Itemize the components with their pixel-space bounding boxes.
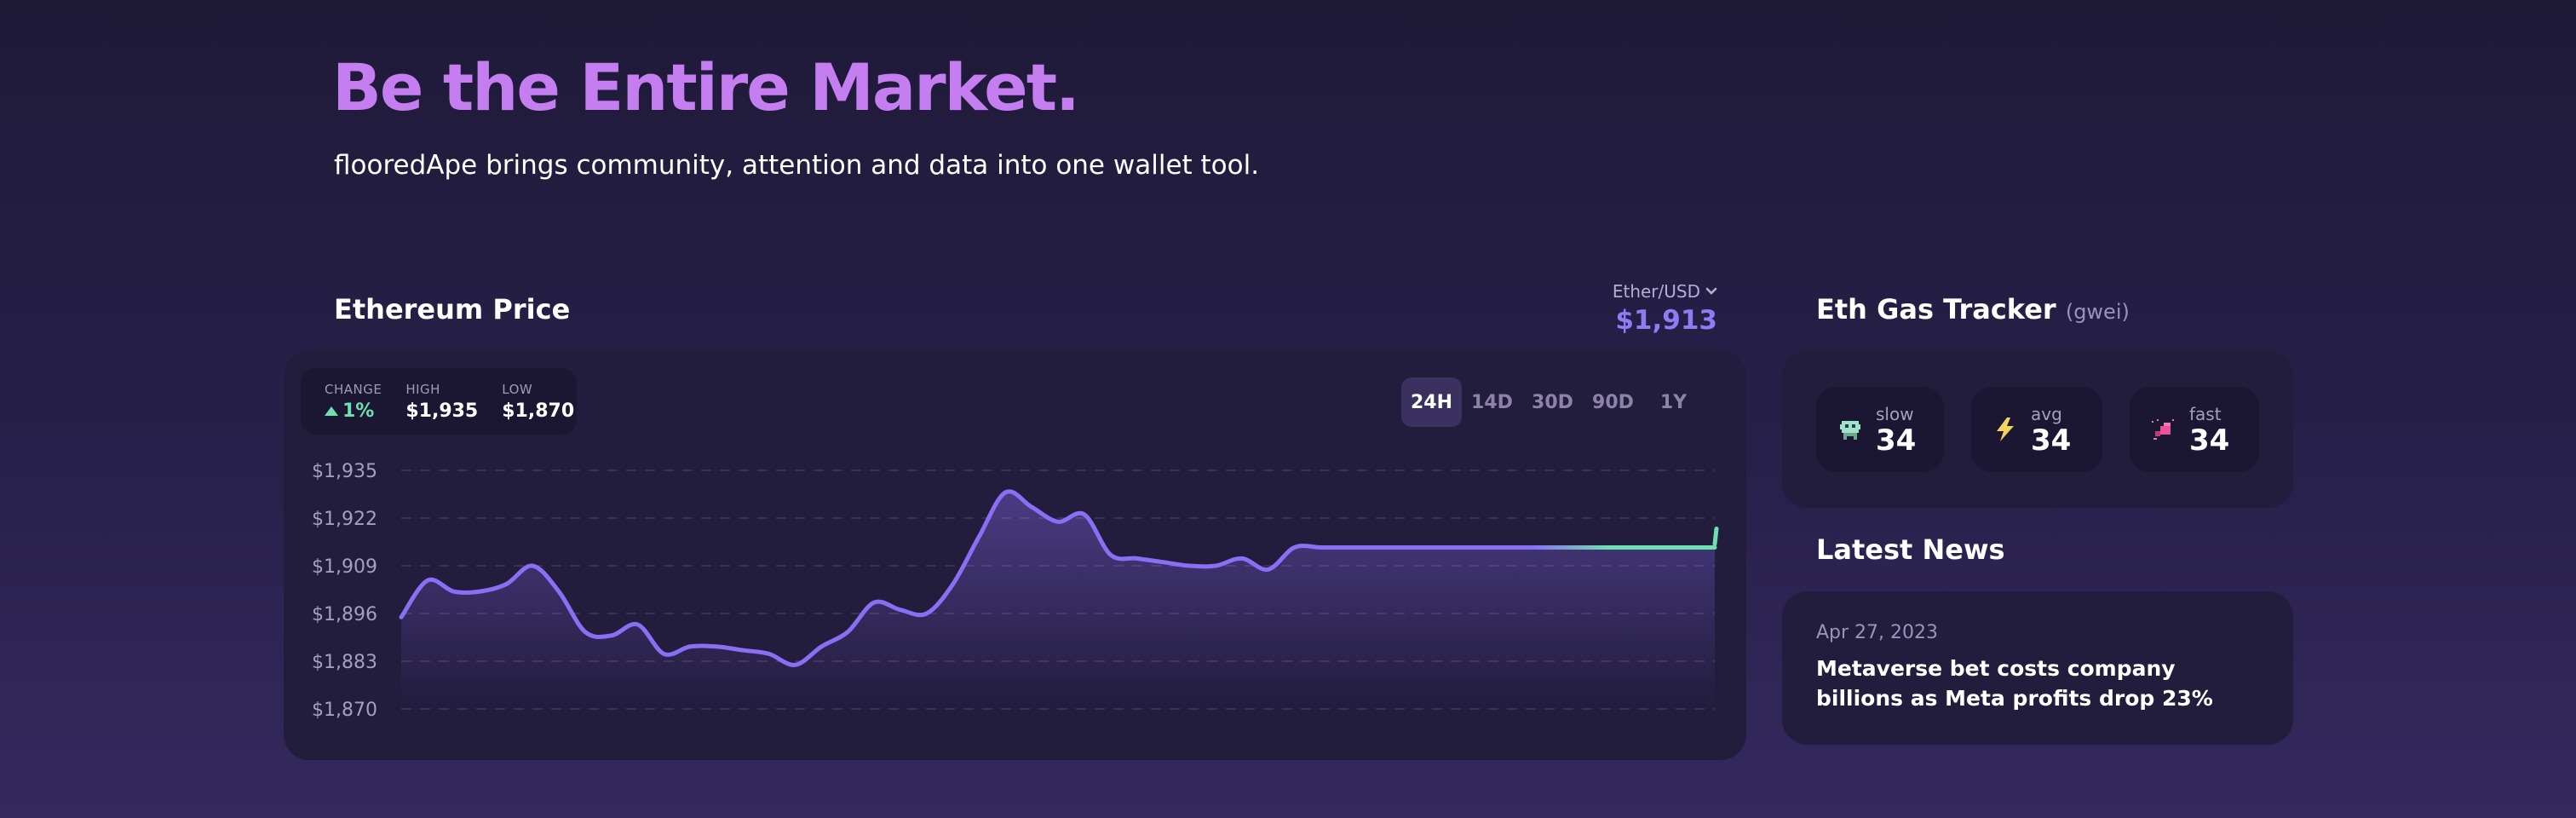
- price-line-tail: [1712, 526, 1719, 546]
- news-item[interactable]: Apr 27, 2023 Metaverse bet costs company…: [1782, 591, 2293, 745]
- y-tick-label: $1,935: [312, 461, 377, 482]
- gas-fast: fast 34: [2130, 387, 2259, 472]
- gas-tracker-title: Eth Gas Tracker (gwei): [1816, 293, 2130, 325]
- latest-news-title: Latest News: [1816, 533, 2005, 566]
- up-arrow-icon: [325, 406, 338, 416]
- gas-avg-value: 34: [2031, 423, 2072, 458]
- currency-pair-label: Ether/USD: [1612, 281, 1700, 302]
- change-label: CHANGE: [325, 381, 382, 397]
- gas-unit: (gwei): [2065, 300, 2130, 324]
- stat-low: LOW $1,870: [502, 382, 574, 422]
- price-chart-card: $1,935 $1,922 $1,909 $1,896 $1,883 $1,870 CHA…: [284, 351, 1746, 760]
- tab-90d[interactable]: 90D: [1592, 391, 1634, 413]
- y-tick-label: $1,909: [312, 556, 377, 578]
- robot-icon: [1840, 421, 1860, 440]
- hero-subtitle: flooredApe brings community, attention a…: [334, 150, 1260, 181]
- news-date: Apr 27, 2023: [1816, 622, 1939, 643]
- y-tick-label: $1,896: [312, 604, 377, 625]
- gas-slow: slow 34: [1816, 387, 1944, 472]
- stat-high: HIGH $1,935: [405, 382, 478, 422]
- price-stats: CHANGE 1% HIGH $1,935 LOW $1,870: [301, 368, 577, 435]
- low-value: $1,870: [502, 400, 575, 422]
- hero-title: Be the Entire Market.: [332, 49, 1080, 125]
- currency-selector[interactable]: Ether/USD $1,913: [1613, 281, 1717, 336]
- tab-30d[interactable]: 30D: [1532, 391, 1573, 413]
- time-range-tabs: 24H 14D 30D 90D 1Y: [1401, 377, 1704, 427]
- ethereum-price-title: Ethereum Price: [334, 293, 571, 325]
- y-tick-label: $1,870: [312, 700, 377, 721]
- y-tick-label: $1,883: [312, 652, 377, 673]
- stat-change: CHANGE 1%: [325, 382, 382, 422]
- lightning-icon: [1997, 418, 2014, 441]
- low-label: LOW: [502, 381, 533, 397]
- chevron-down-icon: [1705, 287, 1717, 295]
- gas-slow-value: 34: [1876, 423, 1917, 458]
- gas-fast-value: 34: [2189, 423, 2230, 458]
- rocket-icon: [2152, 419, 2174, 440]
- gas-fast-label: fast: [2189, 404, 2222, 424]
- gas-slow-label: slow: [1876, 404, 1914, 424]
- price-chart: $1,935 $1,922 $1,909 $1,896 $1,883 $1,870: [312, 461, 1719, 721]
- tab-1y[interactable]: 1Y: [1659, 391, 1688, 413]
- change-value: 1%: [342, 400, 375, 422]
- high-label: HIGH: [405, 381, 440, 397]
- gas-tracker-card: slow 34 avg 34 fast 34: [1782, 351, 2293, 508]
- high-value: $1,935: [405, 400, 479, 422]
- y-tick-label: $1,922: [312, 509, 377, 530]
- currency-pair-dropdown[interactable]: Ether/USD: [1613, 281, 1717, 302]
- current-price: $1,913: [1615, 305, 1717, 336]
- price-area: [401, 491, 1715, 709]
- gas-avg: avg 34: [1971, 387, 2102, 472]
- tab-24h[interactable]: 24H: [1401, 377, 1462, 427]
- price-line: [399, 489, 1717, 667]
- tab-14d[interactable]: 14D: [1471, 391, 1513, 413]
- gas-tracker-label: Eth Gas Tracker: [1816, 293, 2056, 325]
- news-headline[interactable]: Metaverse bet costs company billions as …: [1816, 656, 2213, 711]
- gas-avg-label: avg: [2031, 404, 2062, 424]
